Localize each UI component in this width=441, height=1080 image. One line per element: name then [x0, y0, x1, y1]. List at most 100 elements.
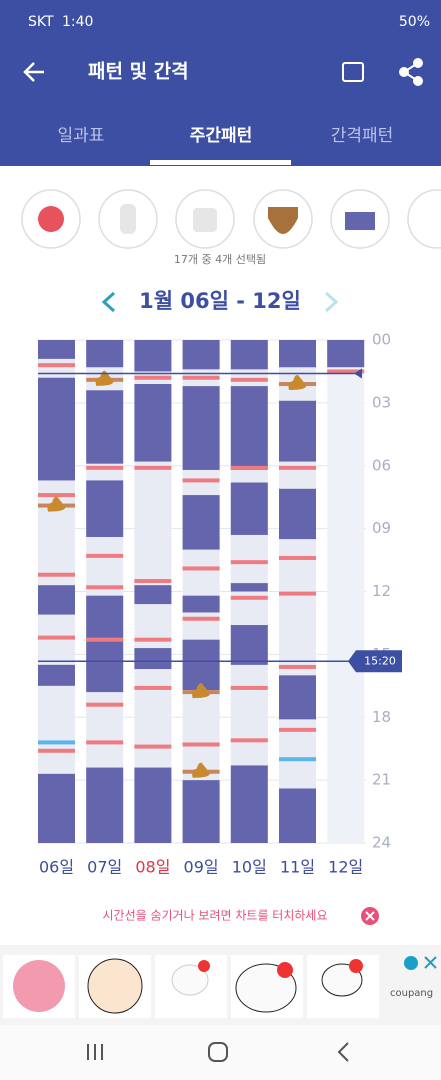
y-tick-label: 12 — [372, 582, 391, 600]
sleep-block — [327, 340, 365, 368]
selected-time-label: 15:20 — [364, 654, 396, 667]
sleep-block — [38, 664, 75, 686]
feed-mark — [38, 748, 75, 753]
poop-icon — [192, 762, 210, 778]
nav-home[interactable] — [208, 1042, 228, 1062]
sleep-block — [279, 675, 316, 720]
sleep-block — [230, 340, 268, 370]
week-label: 1월 06일 - 12일 — [139, 289, 301, 313]
day-label: 07일 — [87, 858, 122, 877]
sleep-block — [182, 639, 220, 691]
feed-mark — [327, 369, 365, 374]
day-label: 11일 — [280, 858, 315, 877]
feed-mark — [86, 702, 124, 707]
nav-bar — [0, 1025, 441, 1080]
sleep-block — [38, 377, 75, 481]
clock: 1:40 — [62, 14, 93, 30]
battery: 50% — [399, 14, 430, 30]
page-title: 패턴 및 간격 — [88, 61, 189, 83]
sleep-block — [134, 585, 172, 605]
bath-mark — [38, 740, 75, 745]
feed-mark — [182, 375, 220, 380]
sleep-block — [279, 788, 316, 843]
prev-week[interactable] — [101, 291, 116, 313]
sleep-block — [38, 340, 75, 359]
feed-mark — [38, 363, 75, 368]
now-marker — [354, 368, 362, 379]
feed-mark — [279, 591, 316, 596]
sleep-block — [279, 488, 316, 540]
feed-mark — [38, 572, 75, 577]
feed-mark — [230, 560, 268, 565]
sleep-block — [86, 595, 124, 693]
tab-active[interactable]: 주간패턴 — [190, 126, 253, 146]
day-label: 06일 — [39, 858, 74, 877]
feed-mark — [86, 740, 124, 745]
feed-mark — [86, 465, 124, 470]
sleep-block — [134, 767, 172, 843]
tab-indicator — [150, 160, 291, 165]
ad-close[interactable] — [424, 956, 437, 969]
sleep-block — [182, 780, 220, 843]
y-tick-label: 18 — [372, 708, 391, 726]
feed-mark — [134, 375, 172, 380]
sleep-block — [230, 765, 268, 843]
sleep-block — [230, 625, 268, 665]
chart[interactable]: 00030609121518212406일07일08일09일10일11일12일1… — [38, 331, 402, 877]
feed-mark — [182, 566, 220, 571]
feed-mark — [230, 595, 268, 600]
y-tick-label: 06 — [372, 456, 391, 474]
share-button[interactable] — [399, 58, 423, 86]
sleep-block — [182, 595, 220, 613]
feed-mark — [86, 637, 124, 642]
feed-mark — [38, 635, 75, 640]
sleep-block — [182, 340, 220, 370]
day-column — [327, 340, 365, 843]
feed-mark — [230, 465, 268, 470]
poop-icon — [288, 374, 307, 391]
day-label: 12일 — [328, 858, 363, 877]
feed-mark — [134, 744, 172, 749]
sleep-block — [86, 767, 124, 843]
feed-mark — [279, 727, 316, 732]
tab[interactable]: 일과표 — [58, 126, 105, 146]
nav-recent[interactable] — [87, 1044, 103, 1060]
selection-note: 17개 중 4개 선택됨 — [174, 253, 266, 266]
sleep-block — [86, 480, 124, 538]
ad-info[interactable] — [404, 956, 418, 970]
feed-mark — [182, 616, 220, 621]
sleep-block — [182, 386, 220, 470]
sleep-block — [38, 585, 75, 615]
nav-back[interactable] — [337, 1042, 349, 1062]
poop-icon — [47, 496, 66, 512]
sleep-block — [230, 583, 268, 592]
feed-mark — [134, 685, 172, 690]
sleep-block — [134, 648, 172, 670]
y-tick-label: 09 — [372, 519, 391, 537]
feed-mark — [134, 637, 172, 642]
tab[interactable]: 간격패턴 — [331, 126, 394, 146]
feed-mark — [134, 579, 172, 584]
feed-mark — [134, 465, 172, 470]
image-button[interactable] — [342, 62, 364, 82]
sleep-block — [279, 400, 316, 462]
y-tick-label: 03 — [372, 393, 391, 411]
sleep-block — [134, 340, 172, 372]
back-button[interactable] — [23, 62, 44, 82]
selected-time-tag — [348, 650, 402, 673]
feed-mark — [86, 553, 124, 558]
sleep-block — [86, 340, 124, 368]
sleep-block — [279, 340, 316, 368]
feed-mark — [86, 585, 124, 590]
ad-images — [3, 955, 379, 1018]
feed-mark — [279, 555, 316, 560]
icon-more[interactable] — [407, 189, 441, 249]
sleep-block — [134, 384, 172, 462]
feed-mark — [230, 738, 268, 743]
app-bar — [0, 0, 441, 166]
feed-mark — [230, 685, 268, 690]
next-week[interactable] — [324, 291, 339, 313]
sleep-block — [86, 390, 124, 464]
feed-mark — [182, 742, 220, 747]
